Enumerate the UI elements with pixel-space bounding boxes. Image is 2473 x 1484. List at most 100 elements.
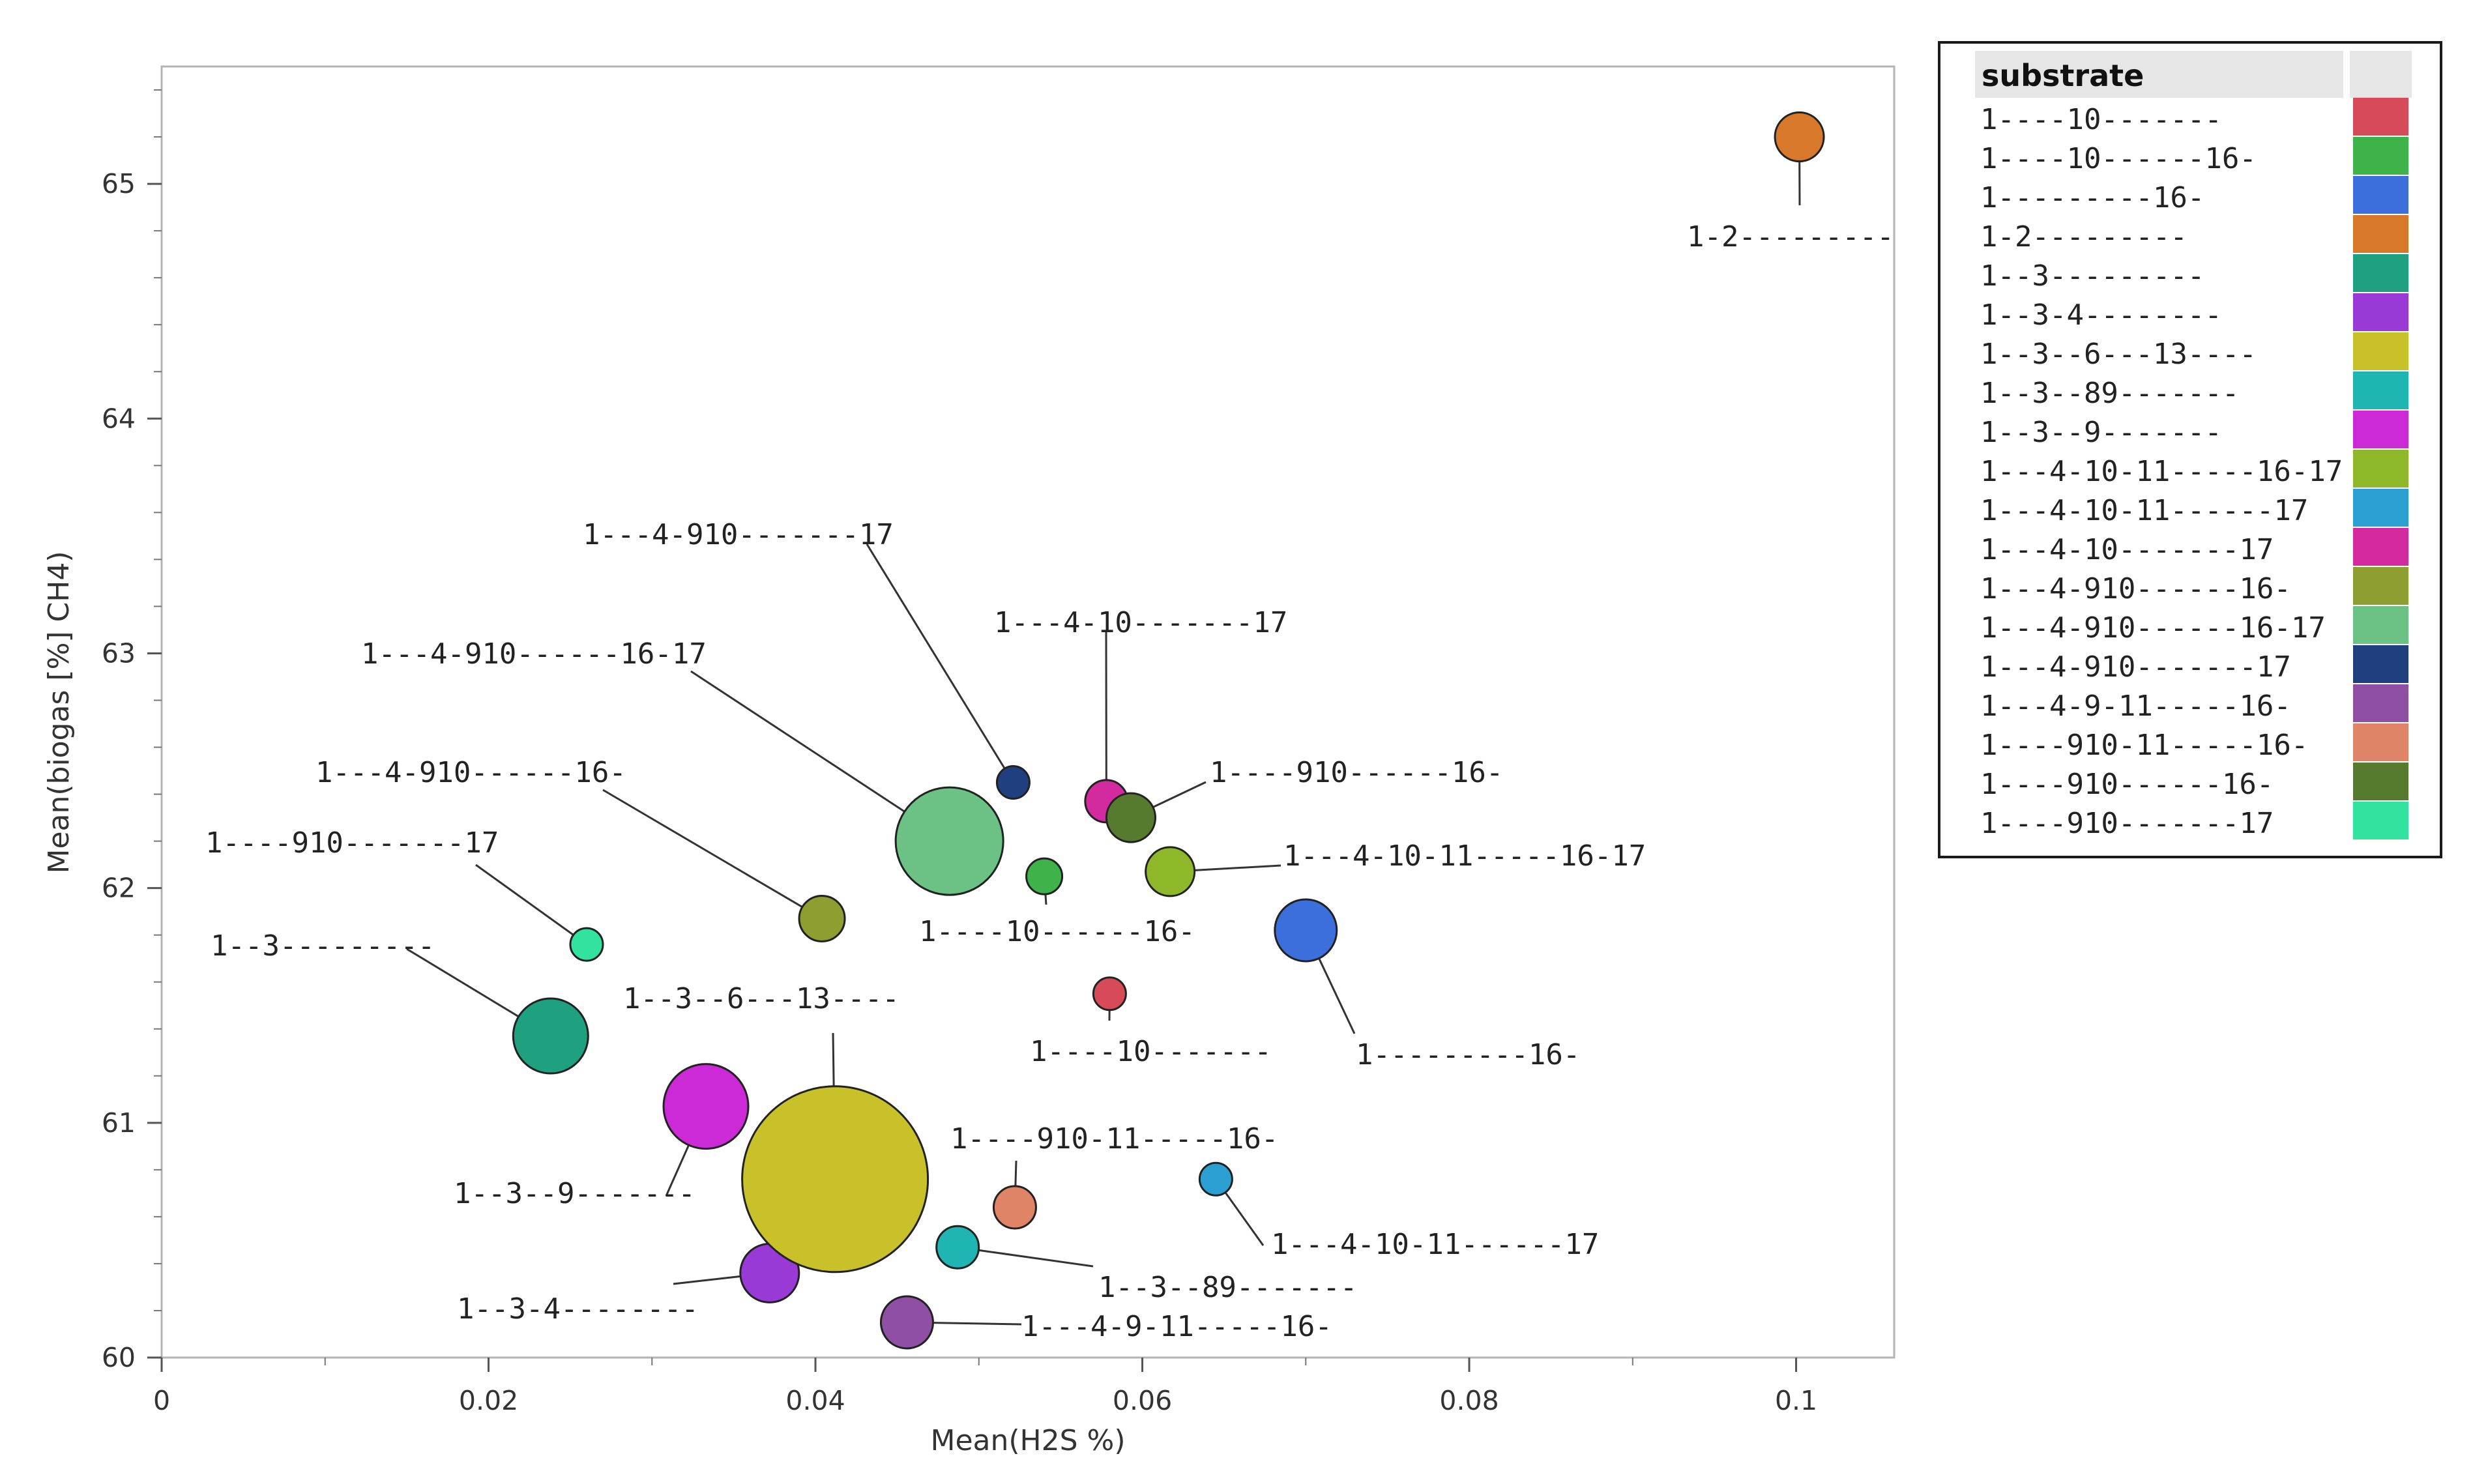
bubble-marker <box>879 1295 934 1350</box>
legend-item-label: 1--3--9------- <box>1980 416 2222 449</box>
x-tick-label: 0.02 <box>459 1385 518 1416</box>
legend-item-label: 1---4-10-------17 <box>1980 533 2274 566</box>
x-tick-label: 0.04 <box>785 1385 845 1416</box>
bubble-label: 1---4-910------16- <box>315 756 626 789</box>
bubble-marker <box>1198 1161 1233 1197</box>
bubble-label: 1---4-10-11-----16-17 <box>1283 839 1646 873</box>
bubbles <box>512 111 1825 1350</box>
bubble-label: 1--3-4-------- <box>457 1292 699 1326</box>
label-leader <box>1224 1191 1265 1246</box>
legend-swatch <box>2353 645 2408 683</box>
legend-swatch <box>2353 763 2408 800</box>
legend-swatch <box>2353 293 2408 331</box>
bubble-label: 1----910-------17 <box>205 826 499 860</box>
legend-swatch <box>2353 411 2408 448</box>
label-leader <box>665 1144 690 1197</box>
x-tick-label: 0.08 <box>1439 1385 1499 1416</box>
bubble-label: 1-2--------- <box>1687 220 1894 254</box>
y-tick-label: 60 <box>102 1342 136 1373</box>
legend-item-label: 1----10------- <box>1980 103 2222 136</box>
legend-header-bg <box>1975 51 2343 98</box>
bubble-label: 1----10------16- <box>919 915 1195 948</box>
legend-item-label: 1---4-10-11-----16-17 <box>1980 455 2343 488</box>
label-leader-lines <box>406 161 1801 1326</box>
bubble-label: 1---4-910-------17 <box>583 518 894 551</box>
bubble-marker <box>798 894 846 942</box>
legend-item-label: 1--3--89------- <box>1980 377 2239 410</box>
label-leader <box>690 670 905 813</box>
bubble-marker <box>1092 976 1127 1011</box>
label-leader <box>475 864 574 936</box>
bubble-label: 1----910-11-----16- <box>950 1122 1278 1156</box>
label-leader <box>1318 957 1356 1034</box>
bubble-marker <box>894 786 1004 896</box>
legend-item-label: 1-2--------- <box>1980 220 2188 254</box>
x-tick-label: 0 <box>153 1385 170 1416</box>
x-axis-title: Mean(H2S %) <box>930 1424 1125 1457</box>
legend-items: 1----10------- 1----10------16- 1---------… <box>1980 98 2408 840</box>
y-axis-title: Mean(biogas [%] CH4) <box>42 551 76 873</box>
bubble-label: 1---4-9-11-----16- <box>1021 1310 1332 1343</box>
bubble-marker <box>992 1185 1037 1230</box>
label-leader <box>978 1249 1094 1268</box>
legend-header-swatch-bg <box>2350 51 2412 98</box>
y-tick-label: 63 <box>102 637 136 669</box>
legend-swatch <box>2353 606 2408 644</box>
legend-item-label: 1----910-11-----16- <box>1980 729 2308 762</box>
legend-swatch <box>2353 137 2408 175</box>
bubble-marker <box>741 1085 929 1273</box>
bubble-marker <box>662 1063 750 1150</box>
legend-item-label: 1--3--------- <box>1980 259 2204 293</box>
legend-swatch <box>2353 371 2408 409</box>
bubble-label: 1---4-910------16-17 <box>361 637 707 671</box>
legend-item-label: 1----910-------17 <box>1980 807 2274 840</box>
y-tick-label: 64 <box>102 403 136 434</box>
bubble-marker <box>569 927 604 962</box>
label-leader <box>832 1032 835 1086</box>
legend-item-label: 1---4-9-11-----16- <box>1980 690 2291 723</box>
legend-swatch <box>2353 528 2408 566</box>
legend-swatch <box>2353 176 2408 214</box>
legend-swatch <box>2353 254 2408 292</box>
legend-swatch <box>2353 332 2408 370</box>
bubble-labels: 1----10------- 1----10------16- 1---------… <box>205 220 1894 1343</box>
bubble-label: 1---------16- <box>1356 1038 1580 1071</box>
legend-swatch <box>2353 684 2408 722</box>
bubble-marker <box>995 765 1031 800</box>
bubble-label: 1--3--9------- <box>454 1177 695 1210</box>
label-leader <box>602 789 803 909</box>
legend-item-label: 1---4-910------16-17 <box>1980 611 2326 645</box>
legend-item-label: 1---4-910-------17 <box>1980 650 2291 684</box>
legend-swatch <box>2353 802 2408 839</box>
legend-swatch <box>2353 723 2408 761</box>
plot-frame <box>160 65 1895 1359</box>
bubble-label: 1----910------16- <box>1210 756 1503 789</box>
legend-swatch <box>2353 567 2408 605</box>
bubble-label: 1----10------- <box>1030 1035 1272 1068</box>
label-leader <box>406 948 519 1018</box>
axes: 0 0.02 0.04 0.06 0.08 0.1 60 61 62 63 64 65 <box>102 89 1817 1416</box>
y-tick-label: 61 <box>102 1107 136 1139</box>
label-leader <box>1152 781 1207 808</box>
legend-item-label: 1---------16- <box>1980 181 2204 214</box>
legend-item-label: 1---4-10-11------17 <box>1980 494 2308 527</box>
y-tick-label: 65 <box>102 168 136 199</box>
bubble-label: 1---4-10-11------17 <box>1271 1228 1599 1261</box>
bubble-marker <box>1274 898 1338 963</box>
bubble-marker <box>1145 846 1196 897</box>
y-tick-label: 62 <box>102 873 136 904</box>
bubble-label: 1---4-10-------17 <box>994 606 1287 639</box>
legend-swatch <box>2353 450 2408 487</box>
bubble-label: 1--3--------- <box>211 929 435 963</box>
label-leader <box>1194 864 1281 871</box>
bubble-marker <box>935 1225 980 1270</box>
bubble-marker <box>512 997 589 1075</box>
legend-item-label: 1---4-910------16- <box>1980 572 2291 605</box>
legend-item-label: 1----910------16- <box>1980 768 2274 801</box>
legend-item-label: 1--3--6---13---- <box>1980 338 2257 371</box>
legend-swatch <box>2353 489 2408 527</box>
legend-title: substrate <box>1982 58 2144 93</box>
label-leader <box>933 1322 1022 1326</box>
legend: substrate 1----10------- 1----10------16-… <box>1938 41 2442 858</box>
